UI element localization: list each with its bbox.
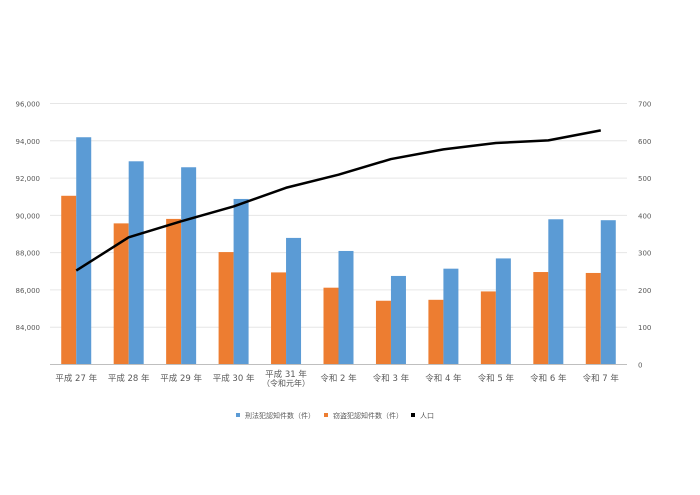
right-tick-label: 100 [638,324,651,332]
left-tick-label: 84,000 [16,324,41,332]
left-tick-label: 86,000 [16,287,41,295]
population-line [75,129,602,272]
left-tick-label: 96,000 [16,101,41,109]
bar-criminal-5 [338,250,354,365]
right-tick-label: 700 [638,101,651,109]
right-tick-label: 0 [638,362,642,370]
bar-theft-9 [533,272,549,365]
left-tick-label: 90,000 [16,212,41,220]
category-label: 平成 30 年 [213,373,255,384]
legend-label: 刑法犯認知件数（件） [245,411,315,420]
category-label: 令和 3 年 [373,373,410,384]
category-label: 平成 28 年 [108,373,150,384]
right-tick-label: 300 [638,250,651,258]
right-tick-label: 400 [638,212,651,220]
bar-theft-1 [113,223,129,365]
bar-theft-7 [428,299,444,365]
bar-criminal-7 [443,268,459,365]
bar-criminal-2 [181,167,197,365]
bar-theft-5 [323,287,339,365]
legend-label: 窃盗犯認知件数（件） [333,411,403,420]
bar-theft-0 [61,195,77,365]
legend-swatch [411,413,415,417]
category-label-sub: （令和元年） [262,378,310,388]
bar-theft-8 [480,291,496,365]
category-label: 令和 7 年 [583,373,620,384]
legend-swatch [324,413,328,417]
left-tick-label: 94,000 [16,138,41,146]
bar-theft-3 [218,252,234,365]
right-tick-label: 200 [638,287,651,295]
category-label: 平成 27 年 [55,373,97,384]
category-label: 令和 2 年 [320,373,357,384]
bar-theft-4 [271,272,287,365]
left-tick-label: 88,000 [16,250,41,258]
category-label: 令和 6 年 [530,373,567,384]
bar-criminal-0 [76,137,92,365]
left-tick-label: 92,000 [16,175,41,183]
right-tick-label: 500 [638,175,651,183]
bar-criminal-6 [390,275,406,365]
legend-swatch [236,413,240,417]
bar-criminal-3 [233,198,249,365]
bar-criminal-9 [548,219,564,365]
right-tick-label: 600 [638,138,651,146]
bar-criminal-1 [128,161,144,365]
bar-theft-2 [166,218,182,365]
bar-criminal-4 [286,237,302,365]
category-label: 令和 4 年 [425,373,462,384]
bar-criminal-8 [495,258,511,365]
category-label: 平成 31 年 [265,369,307,380]
bar-theft-6 [375,300,391,365]
category-label: 令和 5 年 [478,373,515,384]
bar-criminal-10 [600,220,616,365]
legend-label: 人口 [420,412,434,420]
bar-theft-10 [585,272,601,365]
category-label: 平成 29 年 [160,373,202,384]
